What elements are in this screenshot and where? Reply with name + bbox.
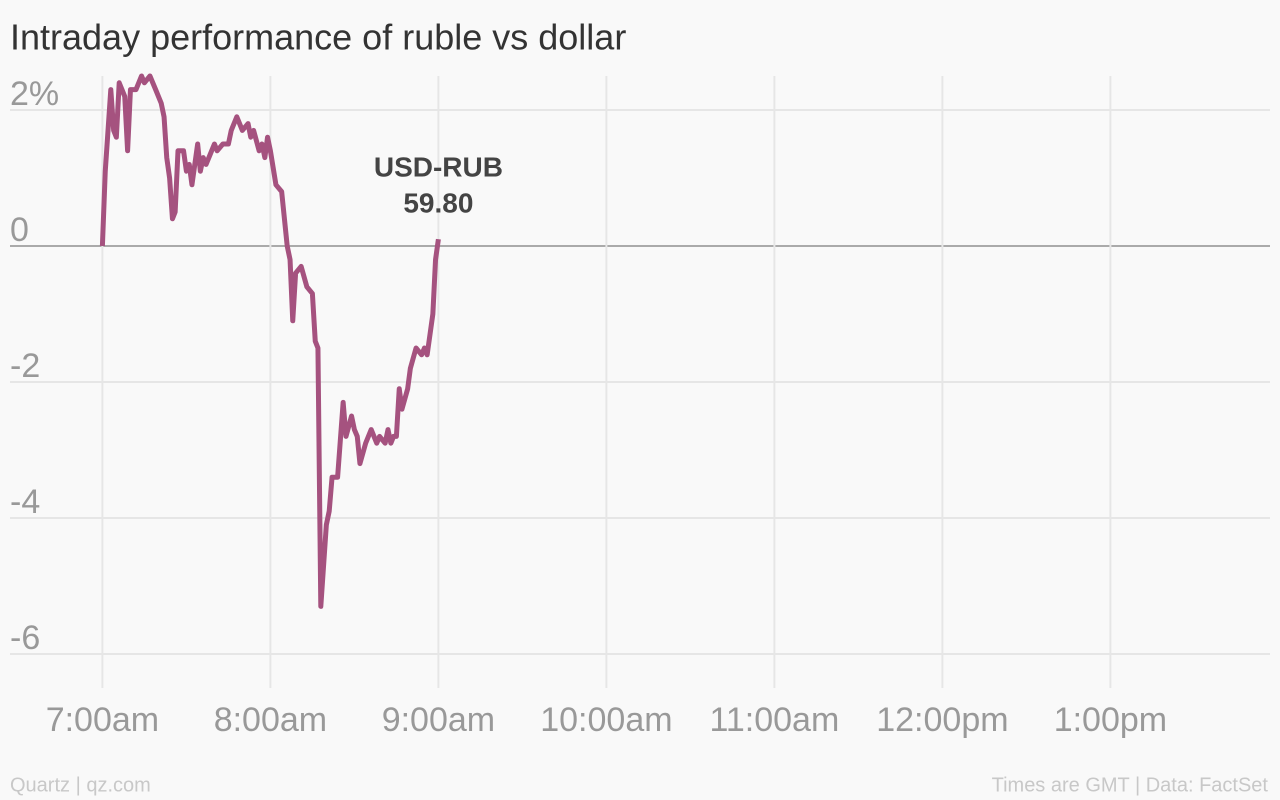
x-tick-label: 7:00am	[46, 701, 159, 739]
x-tick-label: 9:00am	[382, 701, 495, 739]
x-tick-label: 12:00pm	[876, 701, 1008, 739]
y-tick-label: -4	[10, 483, 40, 521]
y-tick-label: -2	[10, 347, 40, 385]
line	[99, 73, 441, 609]
y-tick-label: -6	[10, 619, 40, 657]
x-tick-label: 1:00pm	[1054, 701, 1167, 739]
source: Quartz | qz.com	[10, 774, 151, 796]
note: Times are GMT | Data: FactSet	[992, 774, 1269, 796]
annotation: USD-RUB	[374, 152, 503, 183]
x-tick-label: 11:00am	[710, 701, 840, 739]
x-tick-label: 8:00am	[214, 701, 327, 739]
annotation: 59.80	[403, 188, 473, 219]
y-tick-label: 0	[10, 211, 29, 249]
y-tick-label: 2%	[10, 75, 59, 113]
x-tick-label: 10:00am	[540, 701, 672, 739]
chart-title: Intraday performance of ruble vs dollar	[10, 17, 626, 58]
